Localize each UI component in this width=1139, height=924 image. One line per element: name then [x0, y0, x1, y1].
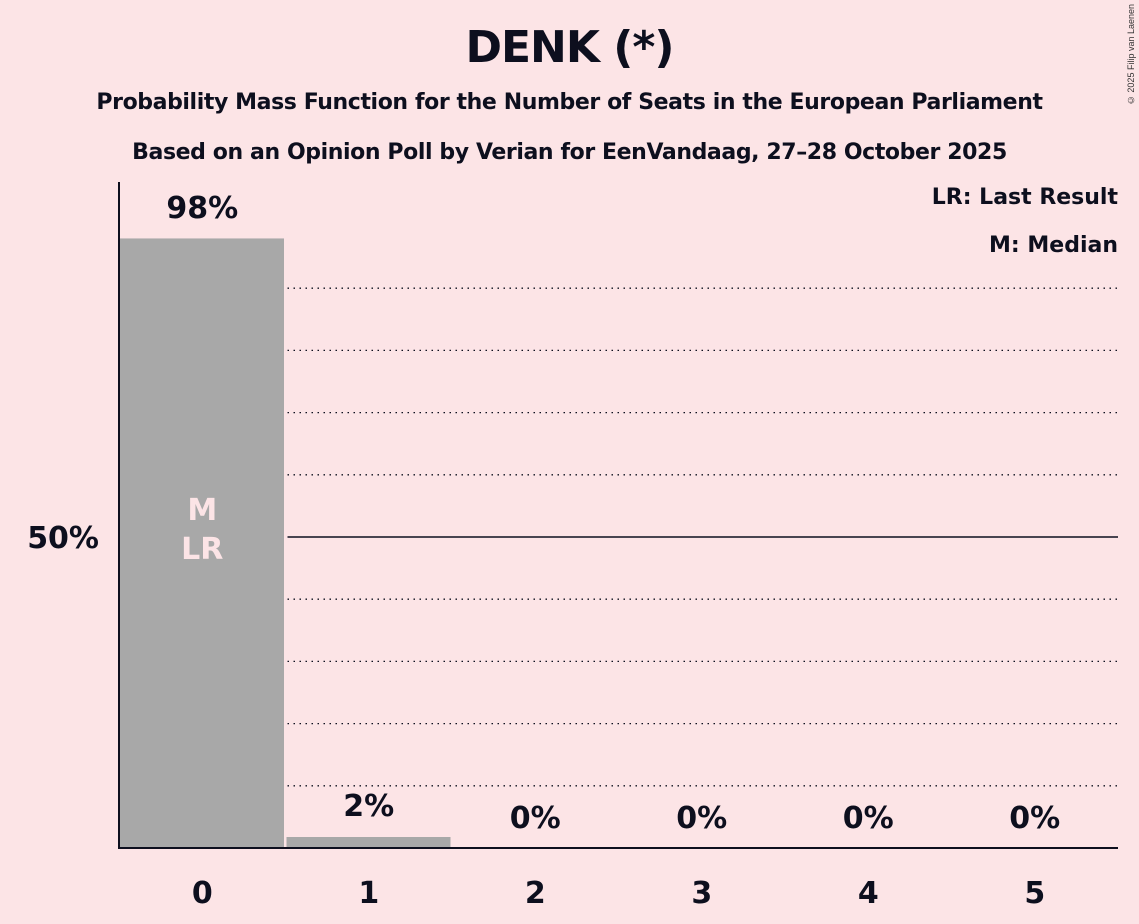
- x-tick-5: 5: [1024, 876, 1045, 911]
- value-label-4: 0%: [843, 801, 894, 836]
- x-tick-1: 1: [358, 876, 379, 911]
- legend-last-result: LR: Last Result: [931, 185, 1118, 210]
- last-result-marker: LR: [181, 532, 223, 567]
- x-tick-3: 3: [691, 876, 712, 911]
- x-tick-2: 2: [525, 876, 546, 911]
- value-label-2: 0%: [510, 801, 561, 836]
- x-tick-4: 4: [858, 876, 879, 911]
- y-tick-50: 50%: [27, 521, 99, 556]
- bar-seats-0: [120, 238, 284, 848]
- value-label-3: 0%: [676, 801, 727, 836]
- chart-title: DENK (*): [465, 22, 674, 73]
- chart-source: Based on an Opinion Poll by Verian for E…: [132, 140, 1007, 165]
- value-label-0: 98%: [166, 191, 238, 226]
- legend-median: M: Median: [989, 233, 1118, 258]
- bar-seats-1: [286, 837, 451, 848]
- x-tick-0: 0: [192, 876, 213, 911]
- value-label-1: 2%: [343, 789, 394, 824]
- value-label-5: 0%: [1009, 801, 1060, 836]
- chart-subtitle: Probability Mass Function for the Number…: [96, 90, 1043, 115]
- median-marker: M: [187, 493, 217, 528]
